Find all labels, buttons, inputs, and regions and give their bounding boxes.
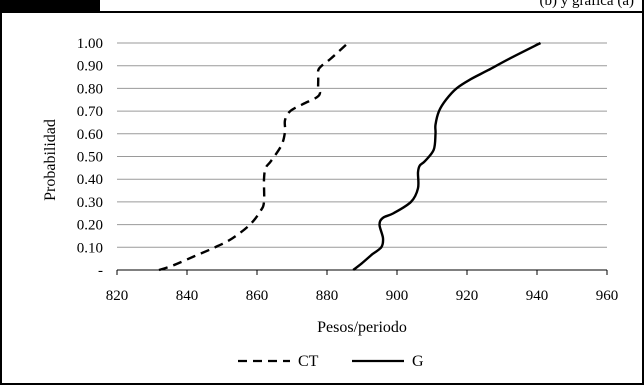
y-tick-label: 0.50	[77, 150, 103, 166]
legend-label-g: G	[412, 353, 424, 370]
y-tick-label: 0.10	[77, 240, 103, 256]
y-tick-label: 1.00	[77, 36, 103, 52]
x-tick-labels: 820 840 860 880 900 920 940 960	[106, 288, 619, 304]
y-tick-label: 0.80	[77, 81, 103, 97]
x-tick-label: 840	[176, 288, 199, 304]
x-tick-label: 860	[246, 288, 269, 304]
x-tick-label: 960	[596, 288, 619, 304]
x-axis-title: Pesos/periodo	[317, 319, 407, 336]
y-tick-label: 0.40	[77, 172, 103, 188]
series-lines	[158, 41, 542, 272]
y-tick-label: 0.20	[77, 218, 103, 234]
gridlines	[117, 42, 607, 248]
x-tick-label: 900	[386, 288, 409, 304]
series-line-g	[352, 41, 542, 271]
series-line-ct	[158, 42, 349, 272]
x-tick-label: 880	[316, 288, 339, 304]
y-tick-label: 0.30	[77, 195, 103, 211]
y-axis-title: Probabilidad	[42, 119, 59, 201]
legend-label-ct: CT	[298, 353, 319, 370]
y-tick-label: 0.70	[77, 104, 103, 120]
x-tick-label: 820	[106, 288, 129, 304]
header-block	[2, 0, 100, 13]
y-tick-labels: - 0.10 0.20 0.30 0.40 0.50 0.60 0.70 0.80 0.90 1.0…	[77, 36, 103, 279]
x-tick-label: 940	[526, 288, 549, 304]
y-tick-label: 0.90	[77, 59, 103, 75]
legend: CT G	[238, 353, 424, 370]
x-tick-label: 920	[456, 288, 479, 304]
header-text: (b) y grafica (a)	[539, 0, 634, 9]
y-tick-label: -	[98, 263, 103, 279]
header-bar	[2, 0, 642, 13]
axes	[116, 269, 608, 275]
y-tick-label: 0.60	[77, 127, 103, 143]
